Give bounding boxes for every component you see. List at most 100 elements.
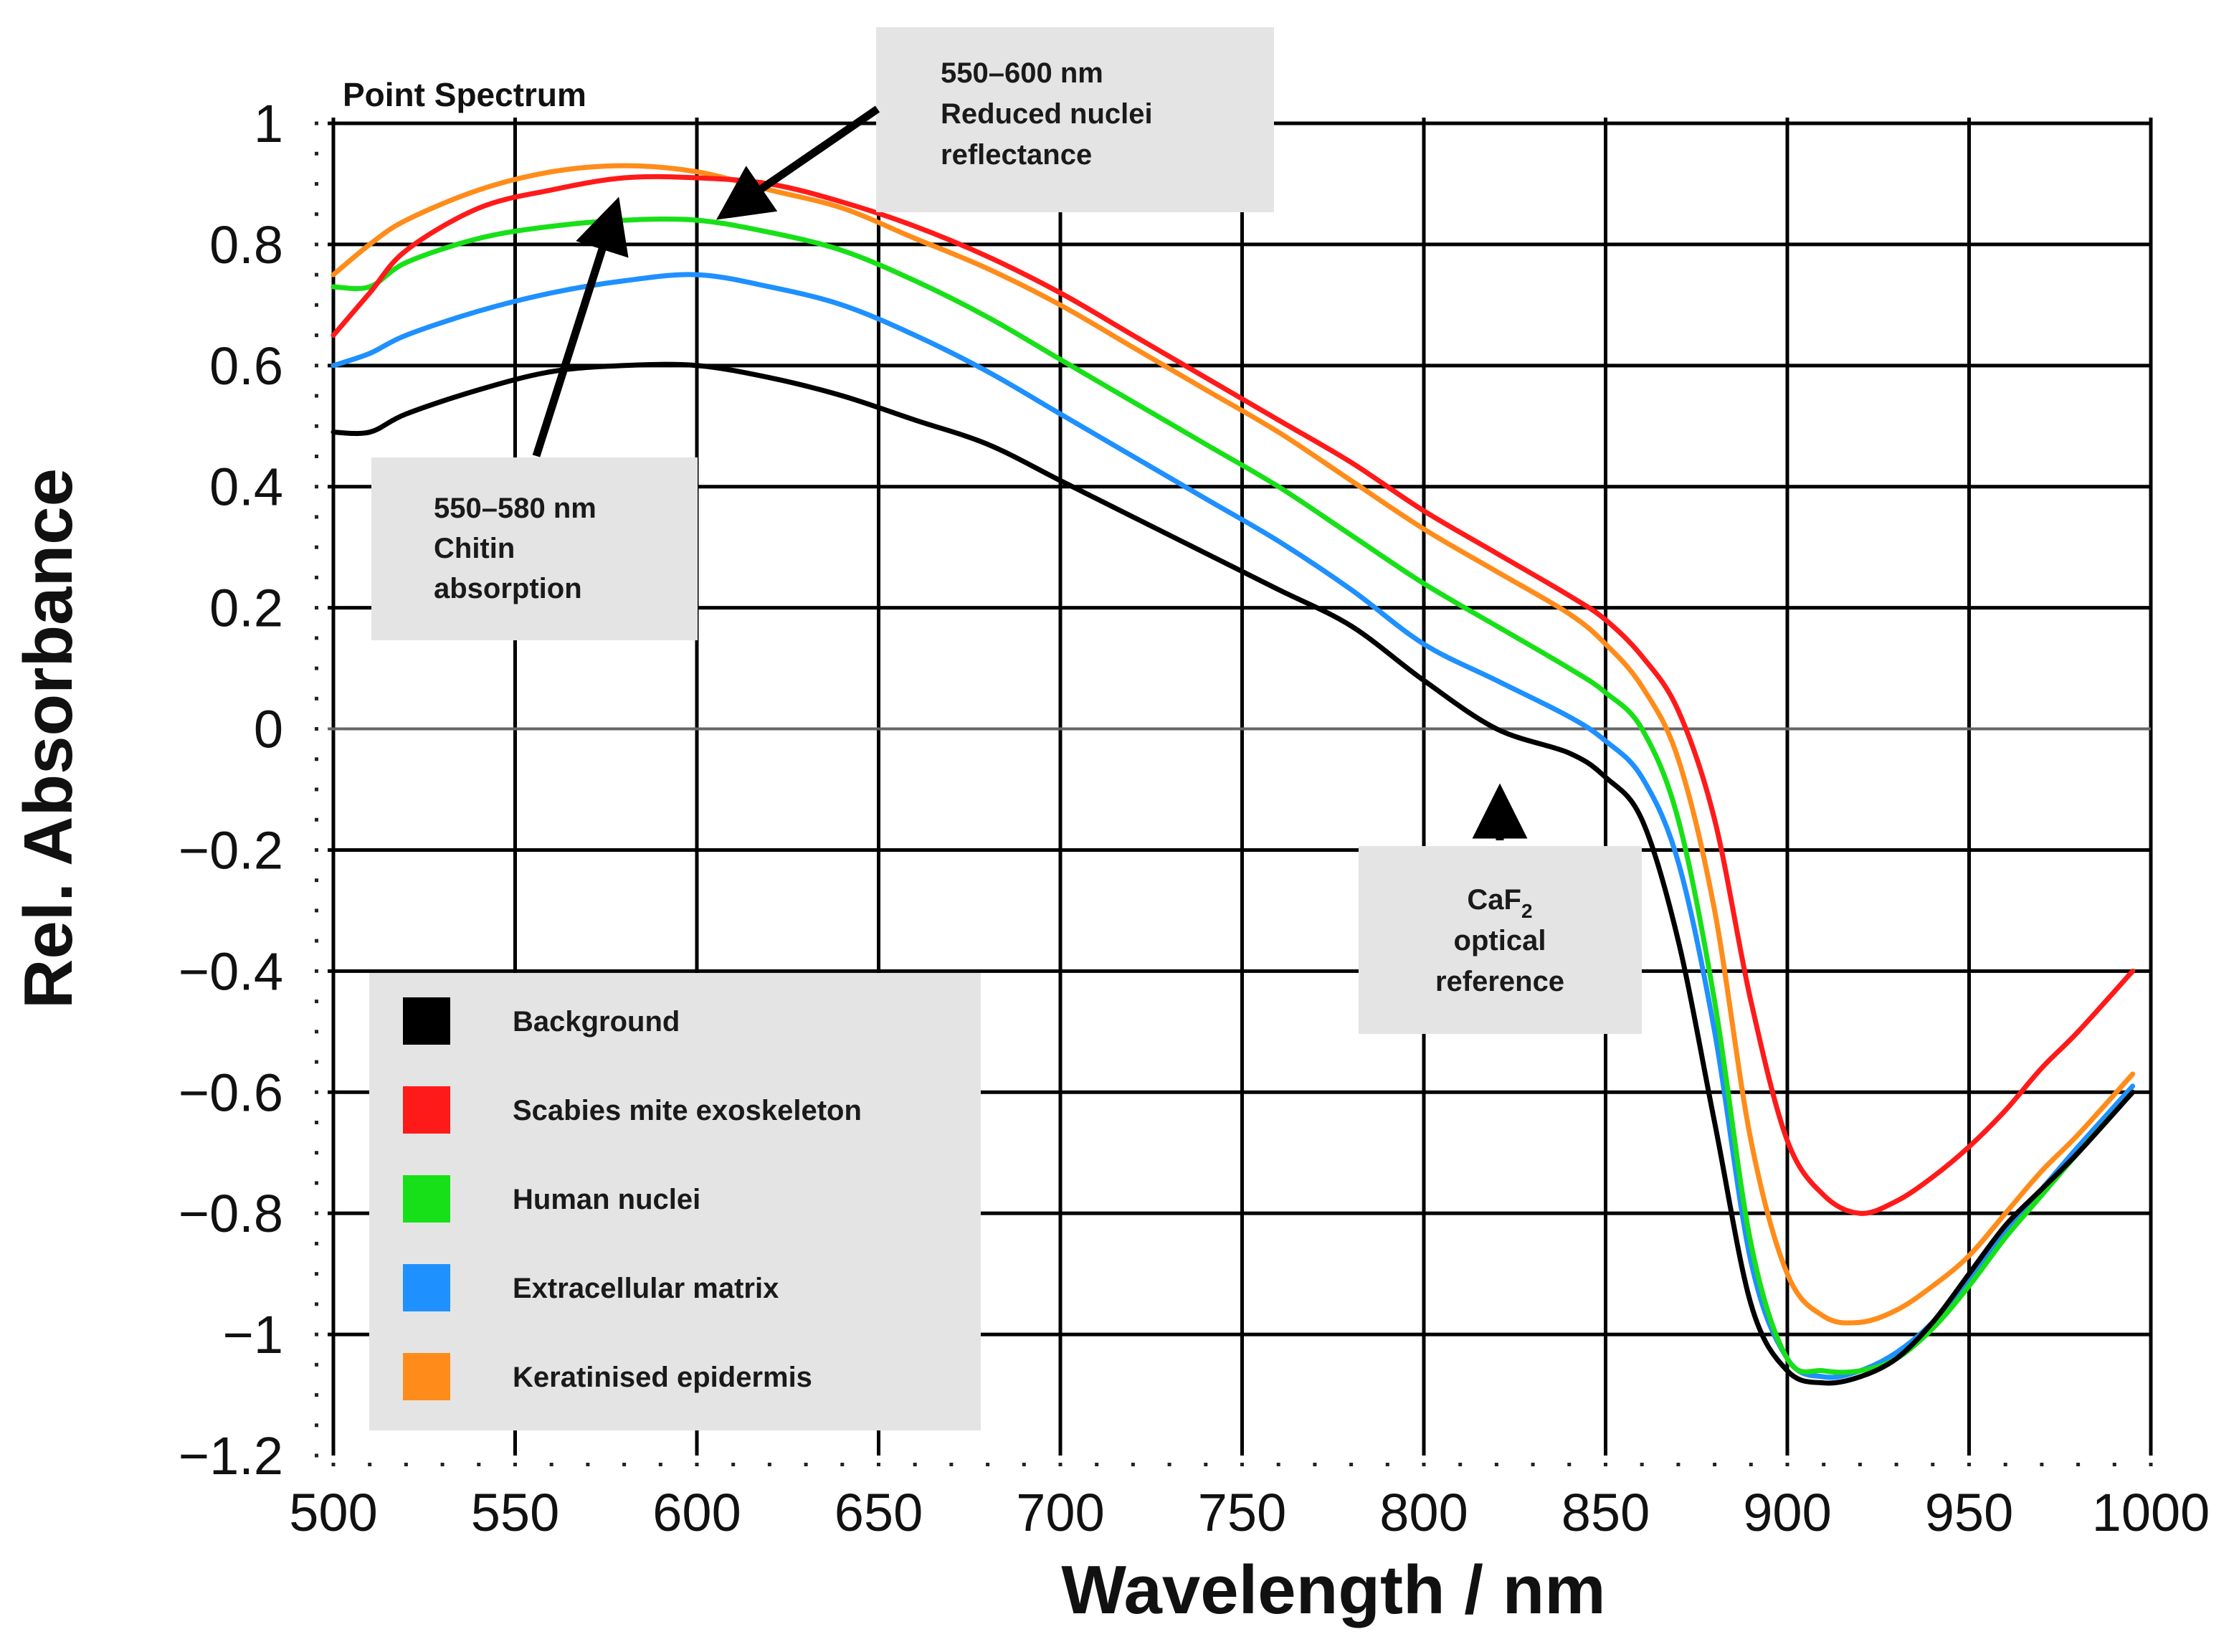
x-tick-label: 750 xyxy=(1198,1483,1286,1542)
annotation-nuclei-text: reflectance xyxy=(941,139,1092,171)
x-minor-tick xyxy=(1131,1463,1135,1466)
y-minor-tick xyxy=(315,606,318,610)
y-minor-tick xyxy=(315,424,318,428)
y-minor-tick xyxy=(315,303,318,307)
y-minor-tick xyxy=(315,1272,318,1276)
x-minor-tick xyxy=(586,1463,590,1466)
y-minor-tick xyxy=(315,545,318,549)
x-minor-tick xyxy=(477,1463,481,1466)
x-minor-tick xyxy=(331,1463,336,1466)
y-tick-label: −0.8 xyxy=(179,1184,283,1243)
legend-swatch xyxy=(403,1264,450,1311)
y-tick-label: 0.4 xyxy=(209,457,283,517)
x-minor-tick xyxy=(549,1463,553,1466)
y-tick-label: 1 xyxy=(254,94,283,153)
y-minor-tick xyxy=(315,515,318,519)
y-minor-tick xyxy=(315,696,318,701)
x-tick-label: 650 xyxy=(835,1483,923,1542)
annotation-caf2-subscript: 2 xyxy=(1521,900,1533,922)
annotation-nuclei-text: Reduced nuclei xyxy=(941,98,1153,130)
x-axis-title: Wavelength / nm xyxy=(1061,1552,1605,1628)
y-minor-tick xyxy=(315,455,318,458)
x-minor-tick xyxy=(513,1463,517,1466)
y-minor-tick xyxy=(315,636,318,640)
x-minor-tick xyxy=(440,1463,445,1466)
x-minor-tick xyxy=(1604,1463,1607,1466)
y-minor-tick xyxy=(315,727,318,731)
legend-label: Background xyxy=(513,1006,680,1038)
annotation-caf2-text: CaF2 xyxy=(1467,884,1532,922)
x-minor-tick xyxy=(1531,1463,1535,1466)
chart-title: Point Spectrum xyxy=(343,76,586,113)
x-tick-label: 1000 xyxy=(2092,1483,2210,1542)
grid-lines xyxy=(328,118,2153,1456)
x-minor-tick xyxy=(2040,1463,2044,1466)
y-minor-tick xyxy=(315,939,318,943)
x-minor-tick xyxy=(1349,1463,1354,1466)
x-tick-label: 950 xyxy=(1925,1483,2013,1542)
x-minor-tick xyxy=(695,1463,699,1466)
x-minor-tick xyxy=(2112,1463,2116,1466)
x-minor-tick xyxy=(804,1463,808,1466)
y-tick-label: 0.6 xyxy=(209,336,283,396)
legend-label: Scabies mite exoskeleton xyxy=(513,1095,862,1126)
legend-swatch xyxy=(403,997,450,1045)
x-minor-tick xyxy=(1822,1463,1826,1466)
x-minor-tick xyxy=(1894,1463,1898,1466)
y-tick-label: −0.6 xyxy=(179,1063,283,1122)
annotation-nuclei-reflectance: 550–600 nm Reduced nuclei reflectance xyxy=(876,27,1274,212)
x-tick-label: 800 xyxy=(1379,1483,1468,1542)
y-minor-tick xyxy=(315,242,318,247)
annotation-caf2-text: optical xyxy=(1454,925,1546,956)
x-minor-tick xyxy=(1676,1463,1681,1466)
y-tick-label: 0.8 xyxy=(209,215,283,275)
x-tick-labels: 500 550 600 650 700 750 800 850 900 950 1000 xyxy=(289,1483,2210,1542)
x-minor-tick xyxy=(767,1463,771,1466)
y-minor-tick xyxy=(315,878,318,883)
y-minor-tick xyxy=(315,969,318,973)
y-minor-tick xyxy=(315,1393,318,1397)
y-minor-tick xyxy=(315,485,318,489)
legend-item-extracellular-matrix: Extracellular matrix xyxy=(403,1264,779,1311)
minor-tick-marks xyxy=(315,121,2153,1466)
annotation-chitin-arrow xyxy=(532,196,629,457)
y-minor-tick xyxy=(315,394,318,398)
x-minor-tick xyxy=(1967,1463,1971,1466)
y-minor-tick xyxy=(315,212,318,217)
x-tick-label: 700 xyxy=(1016,1483,1104,1542)
annotation-chitin-text: 550–580 nm xyxy=(434,493,596,524)
x-minor-tick xyxy=(1567,1463,1572,1466)
annotation-chitin-text: absorption xyxy=(434,573,582,604)
y-tick-label: −1.2 xyxy=(179,1426,283,1486)
x-minor-tick xyxy=(1749,1463,1753,1466)
x-tick-label: 550 xyxy=(471,1483,559,1542)
x-minor-tick xyxy=(1058,1463,1063,1466)
y-minor-tick xyxy=(315,181,318,186)
x-minor-tick xyxy=(658,1463,662,1466)
series-line-extracellular-matrix xyxy=(331,272,2136,1380)
x-minor-tick xyxy=(2076,1463,2081,1466)
y-minor-tick xyxy=(315,1453,318,1458)
x-minor-tick xyxy=(1713,1463,1717,1466)
y-minor-tick xyxy=(315,1241,318,1245)
x-tick-label: 900 xyxy=(1743,1483,1831,1542)
y-minor-tick xyxy=(315,1060,318,1064)
annotation-caf2-reference-box xyxy=(1359,846,1642,1034)
y-minor-tick xyxy=(315,575,318,579)
legend-label: Extracellular matrix xyxy=(513,1273,779,1304)
annotation-caf2-formula: CaF xyxy=(1467,884,1521,916)
y-minor-tick xyxy=(315,1181,318,1185)
y-minor-tick xyxy=(315,908,318,913)
x-tick-label: 500 xyxy=(289,1483,377,1542)
y-minor-tick xyxy=(315,1090,318,1094)
legend-item-human-nuclei: Human nuclei xyxy=(403,1175,700,1223)
x-minor-tick xyxy=(1385,1463,1389,1466)
y-minor-tick xyxy=(315,272,318,277)
x-minor-tick xyxy=(949,1463,954,1466)
y-minor-tick xyxy=(315,333,318,338)
x-minor-tick xyxy=(1858,1463,1862,1466)
legend-item-background: Background xyxy=(403,997,680,1045)
